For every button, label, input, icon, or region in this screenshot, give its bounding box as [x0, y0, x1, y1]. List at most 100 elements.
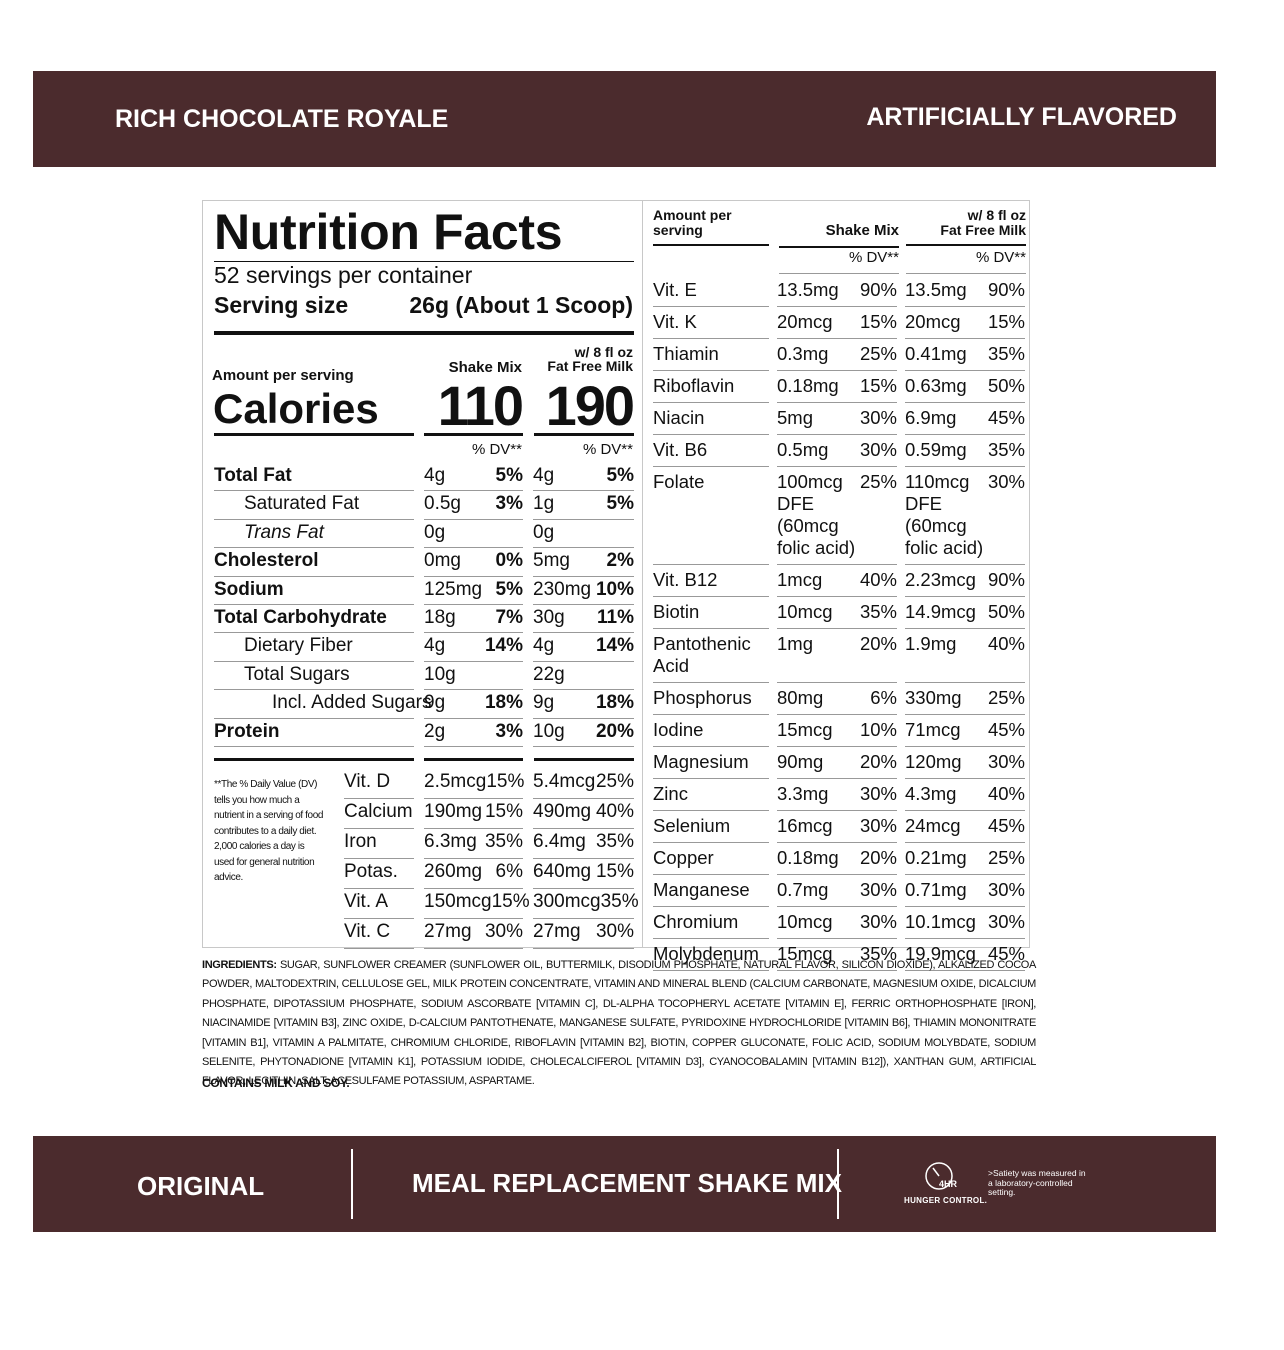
daily-value: 10%	[859, 719, 897, 740]
amount: 27mg	[533, 921, 581, 942]
spacer	[214, 919, 334, 949]
value-cell: 0.71mg 30%	[905, 875, 1025, 907]
daily-value: 40%	[987, 783, 1025, 804]
amount: 0.59mg	[905, 439, 967, 460]
value-cell: 0g	[424, 520, 523, 549]
value-cell: 3.3mg 30%	[777, 779, 897, 811]
daily-value: 7%	[495, 606, 523, 628]
amount: 30g	[533, 606, 565, 628]
daily-value: 18%	[595, 692, 634, 714]
amount: 10g	[533, 720, 565, 742]
vitamin-table: Vit. E 13.5mg 90% 13.5mg 90% Vit. K 20mcg 15% 20…	[653, 275, 1026, 971]
value-cell: 10.1mcg 30%	[905, 907, 1025, 939]
amount: 110mcg DFE (60mcg folic acid)	[905, 471, 984, 558]
amount: 260mg	[424, 861, 483, 882]
daily-value: 20%	[595, 720, 634, 742]
header-line: w/ 8 fl oz	[967, 207, 1026, 223]
facts-title: Nutrition Facts	[214, 204, 563, 260]
daily-value: 25%	[987, 847, 1025, 868]
vitamin-name: Potas.	[344, 859, 414, 889]
nutrient-name: Dietary Fiber	[214, 633, 414, 662]
value-cell: 110mcg DFE (60mcg folic acid) 30%	[905, 467, 1025, 565]
daily-value: 5%	[606, 465, 634, 486]
amount: 90mg	[777, 751, 824, 772]
amount: 10mcg	[777, 601, 833, 622]
daily-value: 20%	[859, 751, 897, 772]
value-cell: 13.5mg 90%	[905, 275, 1025, 307]
daily-value: 5%	[495, 465, 523, 486]
amount: 27mg	[424, 921, 472, 942]
amount: 0.5mg	[777, 439, 829, 460]
value-cell: 490mg 40%	[533, 799, 634, 829]
value-cell: 15mcg 10%	[777, 715, 897, 747]
rule	[534, 758, 634, 761]
amount: 1.9mg	[905, 633, 957, 654]
value-cell: 1.9mg 40%	[905, 629, 1025, 683]
daily-value: 3%	[495, 493, 523, 515]
daily-value: 5%	[606, 493, 634, 515]
daily-value: 35%	[859, 601, 897, 622]
amount: 20mcg	[905, 311, 961, 332]
clock-hand	[932, 1167, 940, 1177]
value-cell: 90mg 20%	[777, 747, 897, 779]
vitamin-name: Copper	[653, 843, 769, 875]
vitamin-name: Phosphorus	[653, 683, 769, 715]
vitamin-name: Vit. B6	[653, 435, 769, 467]
daily-value: 30%	[987, 879, 1025, 900]
rule	[424, 433, 523, 436]
amount: 5mg	[533, 550, 570, 572]
value-cell: 27mg 30%	[533, 919, 634, 949]
daily-value: 90%	[859, 279, 897, 300]
amount: 0.41mg	[905, 343, 967, 364]
ingredients-label: INGREDIENTS:	[202, 959, 277, 971]
daily-value: 15%	[484, 801, 523, 822]
amount: 0.63mg	[905, 375, 967, 396]
daily-value: 90%	[987, 569, 1025, 590]
vitamin-name: Selenium	[653, 811, 769, 843]
value-cell: 13.5mg 90%	[777, 275, 897, 307]
daily-value: 18%	[484, 692, 523, 714]
vitamin-name: Niacin	[653, 403, 769, 435]
daily-value: 30%	[859, 783, 897, 804]
vitamin-name: Riboflavin	[653, 371, 769, 403]
badge-label: HUNGER CONTROL.	[904, 1196, 988, 1205]
amount: 125mg	[424, 578, 483, 600]
value-cell: 5mg 2%	[533, 548, 634, 577]
amount: 1mg	[777, 633, 813, 654]
amount: 1g	[533, 493, 555, 515]
daily-value: 25%	[859, 343, 897, 364]
daily-value: 45%	[987, 407, 1025, 428]
daily-value: 3%	[495, 720, 523, 742]
daily-value: 35%	[987, 439, 1025, 460]
nutrient-name: Protein	[214, 719, 414, 747]
vitamin-name: Thiamin	[653, 339, 769, 371]
vitamin-name: Iodine	[653, 715, 769, 747]
value-cell: 0mg 0%	[424, 548, 523, 577]
amount: 0.71mg	[905, 879, 967, 900]
daily-value: 40%	[987, 633, 1025, 654]
bottom-banner: ORIGINAL MEAL REPLACEMENT SHAKE MIX 4HR …	[33, 1136, 1216, 1232]
vitamin-table: Vit. D 2.5mcg 15% 5.4mcg 25% Calcium 190mg 15% 4…	[214, 769, 639, 949]
header-line: w/ 8 fl oz	[574, 344, 633, 360]
daily-value: 5%	[495, 578, 523, 600]
calories-label: Calories	[213, 385, 379, 432]
vitamin-name: Iron	[344, 829, 414, 859]
nutrient-name: Cholesterol	[214, 548, 414, 577]
value-cell: 5.4mcg 25%	[533, 769, 634, 799]
value-cell: 5mg 30%	[777, 403, 897, 435]
dv-header: % DV**	[582, 441, 633, 458]
daily-value: 30%	[859, 911, 897, 932]
amount: 10.1mcg	[905, 911, 976, 932]
calories-value: 190	[545, 374, 635, 437]
value-cell: 16mcg 30%	[777, 811, 897, 843]
value-cell: 0.41mg 35%	[905, 339, 1025, 371]
amount: 13.5mg	[777, 279, 839, 300]
nutrient-name: Saturated Fat	[214, 491, 414, 520]
vitamin-name: Vit. A	[344, 889, 414, 919]
daily-value: 40%	[595, 801, 634, 822]
amount: 4g	[424, 465, 446, 486]
daily-value: 35%	[595, 831, 634, 852]
daily-value: 11%	[597, 606, 634, 628]
nutrient-name: Trans Fat	[214, 520, 414, 549]
column-header: Shake Mix	[779, 222, 899, 248]
